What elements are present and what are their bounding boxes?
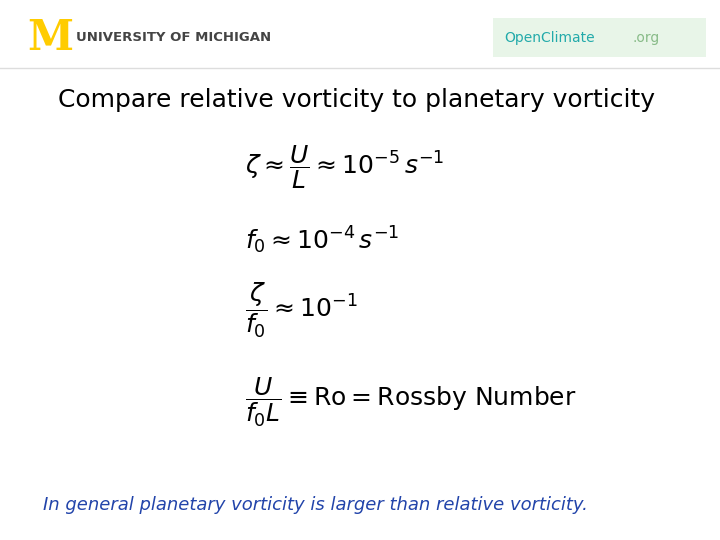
Text: UNIVERSITY OF MICHIGAN: UNIVERSITY OF MICHIGAN: [76, 31, 271, 44]
Text: $\zeta \approx \dfrac{U}{L} \approx 10^{-5}\,s^{-1}$: $\zeta \approx \dfrac{U}{L} \approx 10^{…: [245, 144, 444, 191]
Text: In general planetary vorticity is larger than relative vorticity.: In general planetary vorticity is larger…: [43, 496, 588, 514]
Text: Compare relative vorticity to planetary vorticity: Compare relative vorticity to planetary …: [58, 88, 654, 112]
Text: M: M: [27, 17, 73, 59]
Text: .org: .org: [633, 31, 660, 45]
Text: $\dfrac{\zeta}{f_0} \approx 10^{-1}$: $\dfrac{\zeta}{f_0} \approx 10^{-1}$: [245, 281, 357, 340]
Text: $f_0 \approx 10^{-4}\,s^{-1}$: $f_0 \approx 10^{-4}\,s^{-1}$: [245, 225, 399, 256]
Text: $\dfrac{U}{f_0 L} \equiv \mathrm{Ro} = \mathrm{Rossby\ Number}$: $\dfrac{U}{f_0 L} \equiv \mathrm{Ro} = \…: [245, 376, 577, 429]
FancyBboxPatch shape: [493, 18, 706, 57]
Text: OpenClimate: OpenClimate: [504, 31, 595, 45]
